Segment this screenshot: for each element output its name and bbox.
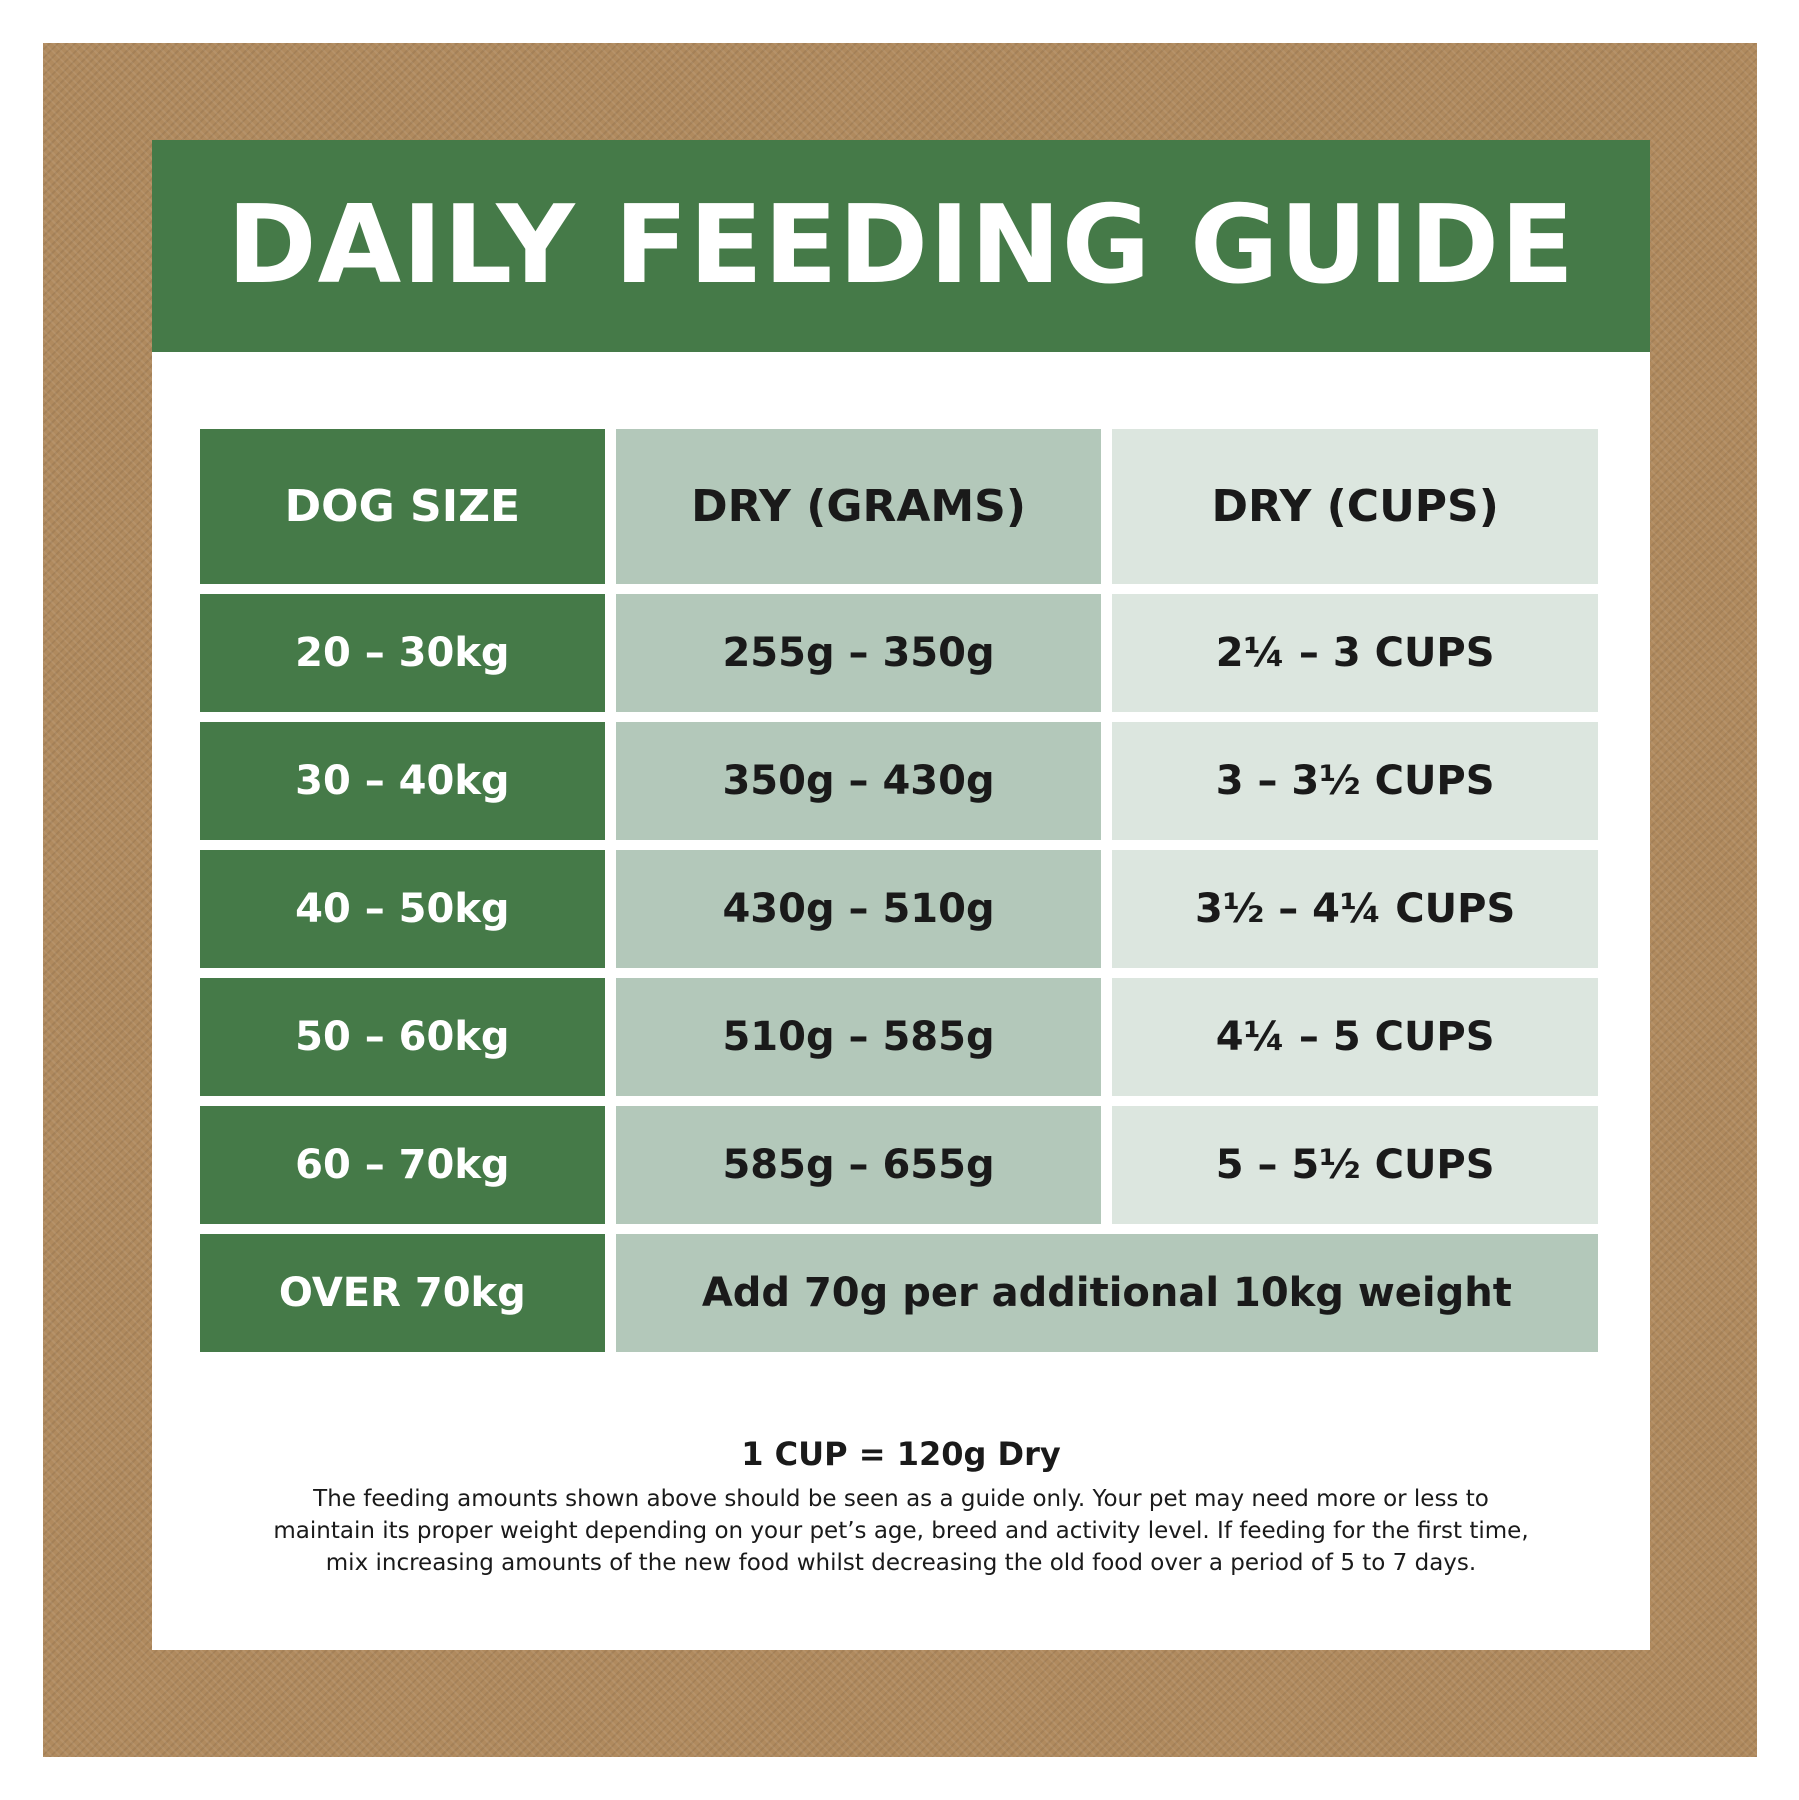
table-header-row: DOG SIZE DRY (GRAMS) DRY (CUPS) — [200, 429, 1598, 584]
dry-grams-cell: 255g – 350g — [615, 594, 1102, 712]
disclaimer-line: mix increasing amounts of the new food w… — [325, 1550, 1477, 1576]
additional-weight-note: Add 70g per additional 10kg weight — [615, 1234, 1598, 1352]
dry-cups-cell: 3 – 3½ CUPS — [1112, 722, 1598, 840]
dry-cups-cell: 5 – 5½ CUPS — [1112, 1106, 1598, 1224]
cup-equivalence: 1 CUP = 120g Dry — [741, 1435, 1061, 1473]
dog-size-cell: OVER 70kg — [200, 1234, 605, 1352]
dog-size-cell: 30 – 40kg — [200, 722, 605, 840]
table-row: 40 – 50kg 430g – 510g 3½ – 4¼ CUPS — [200, 850, 1598, 968]
dry-grams-cell: 350g – 430g — [615, 722, 1102, 840]
table-row: 50 – 60kg 510g – 585g 4¼ – 5 CUPS — [200, 978, 1598, 1096]
header-dog-size: DOG SIZE — [200, 429, 605, 584]
feeding-disclaimer: The feeding amounts shown above should b… — [172, 1483, 1630, 1579]
table-row-over-70kg: OVER 70kg Add 70g per additional 10kg we… — [200, 1234, 1598, 1352]
dry-grams-cell: 430g – 510g — [615, 850, 1102, 968]
dog-size-cell: 50 – 60kg — [200, 978, 605, 1096]
disclaimer-line: maintain its proper weight depending on … — [273, 1518, 1529, 1544]
header-dry-cups: DRY (CUPS) — [1112, 429, 1598, 584]
footer-notes: 1 CUP = 120g Dry The feeding amounts sho… — [172, 1435, 1630, 1579]
dry-grams-cell: 585g – 655g — [615, 1106, 1102, 1224]
dry-cups-cell: 2¼ – 3 CUPS — [1112, 594, 1598, 712]
dog-size-cell: 20 – 30kg — [200, 594, 605, 712]
dry-cups-cell: 4¼ – 5 CUPS — [1112, 978, 1598, 1096]
dog-size-cell: 40 – 50kg — [200, 850, 605, 968]
feeding-table: DOG SIZE DRY (GRAMS) DRY (CUPS) 20 – 30k… — [200, 429, 1598, 1362]
disclaimer-line: The feeding amounts shown above should b… — [313, 1486, 1489, 1512]
dog-size-cell: 60 – 70kg — [200, 1106, 605, 1224]
header-dry-grams: DRY (GRAMS) — [615, 429, 1102, 584]
dry-grams-cell: 510g – 585g — [615, 978, 1102, 1096]
title-banner: DAILY FEEDING GUIDE — [152, 140, 1650, 352]
page-title: DAILY FEEDING GUIDE — [227, 183, 1575, 308]
table-row: 20 – 30kg 255g – 350g 2¼ – 3 CUPS — [200, 594, 1598, 712]
dry-cups-cell: 3½ – 4¼ CUPS — [1112, 850, 1598, 968]
feeding-guide-card: DAILY FEEDING GUIDE DOG SIZE DRY (GRAMS)… — [152, 140, 1650, 1650]
table-row: 30 – 40kg 350g – 430g 3 – 3½ CUPS — [200, 722, 1598, 840]
table-row: 60 – 70kg 585g – 655g 5 – 5½ CUPS — [200, 1106, 1598, 1224]
